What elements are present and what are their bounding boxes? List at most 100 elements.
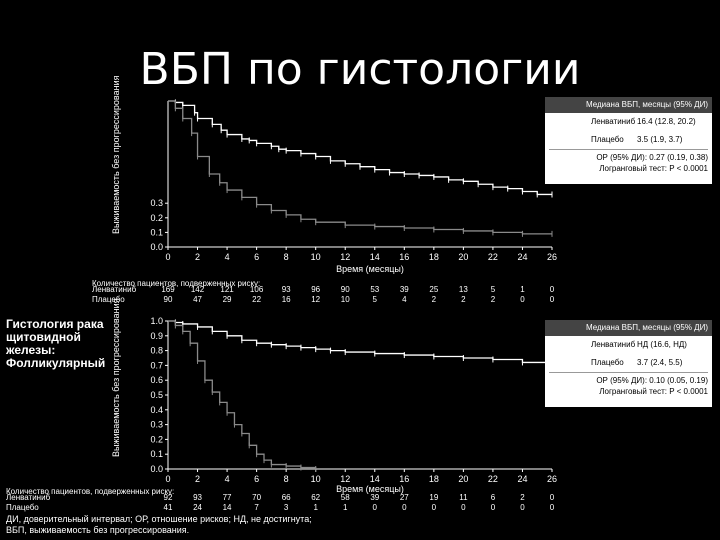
panel2-xtick-label: 10 xyxy=(311,474,321,484)
panel2-xtick-label: 24 xyxy=(517,474,527,484)
panel1-xtick-label: 16 xyxy=(399,252,409,262)
panel1-risk-row-label: Ленватиниб xyxy=(92,285,137,294)
panel2-risk-header: Количество пациентов, подверженных риску… xyxy=(6,487,175,496)
panel1-xtick-label: 12 xyxy=(340,252,350,262)
panel2-xtick-label: 0 xyxy=(165,474,170,484)
panel1-legend-lenvatinib-value: 16.4 (12.8, 20.2) xyxy=(637,117,696,126)
panel1-series-placebo xyxy=(168,100,552,235)
panel1-legend-lenvatinib-name: Ленватиниб xyxy=(591,117,636,126)
panel1-risk-count: 5 xyxy=(373,295,378,304)
panel1-risk-count: 93 xyxy=(282,285,291,294)
panel1-risk-count: 90 xyxy=(164,295,173,304)
panel2-risk-count: 1 xyxy=(313,503,318,512)
panel1-xtick-label: 24 xyxy=(517,252,527,262)
panel2-xtick-label: 22 xyxy=(488,474,498,484)
panel2-ytick-label: 0.6 xyxy=(150,375,163,385)
panel1-xtick-label: 0 xyxy=(165,252,170,262)
panel2-risk-row-label: Плацебо xyxy=(6,503,39,512)
panel1-risk-count: 121 xyxy=(220,285,234,294)
panel1-risk-count: 22 xyxy=(252,295,261,304)
panel2-legend-logrank: Логранговый тест: P < 0.0001 xyxy=(599,387,708,396)
panel2-x-axis-label: Время (месяцы) xyxy=(336,484,404,494)
panel2-risk-count: 62 xyxy=(311,493,320,502)
panel1-legend-logrank: Логранговый тест: P < 0.0001 xyxy=(599,164,708,173)
footnote-line-1: ДИ, доверительный интервал; ОР, отношени… xyxy=(6,514,312,524)
panel2-series-placebo xyxy=(168,320,317,469)
panel1-risk-count: 39 xyxy=(400,285,409,294)
panel2-legend: Медиана ВБП, месяцы (95% ДИ) Ленватиниб … xyxy=(545,320,712,407)
panel2-risk-count: 0 xyxy=(373,503,378,512)
panel1-xtick-label: 26 xyxy=(547,252,557,262)
panel1-xtick-label: 20 xyxy=(458,252,468,262)
panel2-risk-count: 0 xyxy=(461,503,466,512)
panel2-risk-count: 3 xyxy=(284,503,289,512)
panel2-xtick-label: 8 xyxy=(284,474,289,484)
footnote: ДИ, доверительный интервал; ОР, отношени… xyxy=(6,514,312,536)
panel1-risk-count: 5 xyxy=(491,285,496,294)
panel2-risk-count: 7 xyxy=(254,503,259,512)
panel2-risk-count: 11 xyxy=(459,493,468,502)
panel2-risk-count: 2 xyxy=(520,493,525,502)
panel1-y-axis-label: Выживаемость без прогрессирования xyxy=(111,75,121,234)
panel2-series-lenvatinib xyxy=(168,320,552,364)
panel1-risk-count: 1 xyxy=(520,285,525,294)
panel1-risk-count: 2 xyxy=(432,295,437,304)
panel1-risk-count: 106 xyxy=(250,285,264,294)
panel2-risk-count: 92 xyxy=(164,493,173,502)
panel2-risk-count: 66 xyxy=(282,493,291,502)
panel2-legend-row-placebo: Плацебо 3.7 (2.4, 5.5) xyxy=(545,356,712,370)
panel2-legend-row-lenvatinib: Ленватиниб НД (16.6, НД) xyxy=(545,338,712,352)
panel1-risk-count: 90 xyxy=(341,285,350,294)
panel2-legend-header: Медиана ВБП, месяцы (95% ДИ) xyxy=(545,320,712,336)
panel2-legend-lenvatinib-name: Ленватиниб xyxy=(591,340,636,349)
panel2-risk-count: 0 xyxy=(432,503,437,512)
panel1-legend-placebo-value: 3.5 (1.9, 3.7) xyxy=(637,135,683,144)
panel2-ytick-label: 0.0 xyxy=(150,464,163,474)
panel2-risk-count: 0 xyxy=(520,503,525,512)
panel2-risk-count: 0 xyxy=(491,503,496,512)
panel1-risk-count: 2 xyxy=(491,295,496,304)
panel2-ytick-label: 0.9 xyxy=(150,331,163,341)
panel1-legend-row-lenvatinib: Ленватиниб 16.4 (12.8, 20.2) xyxy=(545,115,712,129)
panel1-ytick-label: 0.1 xyxy=(150,227,163,237)
panel2-risk-count: 39 xyxy=(370,493,379,502)
panel2-risk-count: 27 xyxy=(400,493,409,502)
panel2-ytick-label: 0.1 xyxy=(150,449,163,459)
panel2-subtitle: Гистология рака щитовидной железы: Фолли… xyxy=(6,317,106,370)
panel1-risk-count: 96 xyxy=(311,285,320,294)
panel1-legend-header: Медиана ВБП, месяцы (95% ДИ) xyxy=(545,97,712,113)
panel2-ytick-label: 1.0 xyxy=(150,316,163,326)
panel2-ytick-label: 0.3 xyxy=(150,420,163,430)
panel1-legend: Медиана ВБП, месяцы (95% ДИ) Ленватиниб … xyxy=(545,97,712,184)
slide-title: ВБП по гистологии xyxy=(139,44,581,95)
panel1-legend-row-placebo: Плацебо 3.5 (1.9, 3.7) xyxy=(545,133,712,147)
panel2-risk-count: 58 xyxy=(341,493,350,502)
panel2-xtick-label: 18 xyxy=(429,474,439,484)
panel2-ytick-label: 0.2 xyxy=(150,434,163,444)
panel2-xtick-label: 16 xyxy=(399,474,409,484)
panel1-x-axis-label: Время (месяцы) xyxy=(336,264,404,274)
panel2-risk-count: 19 xyxy=(429,493,438,502)
panel1-legend-placebo-name: Плацебо xyxy=(591,135,624,144)
panel1-risk-count: 12 xyxy=(311,295,320,304)
panel2-legend-placebo-name: Плацебо xyxy=(591,358,624,367)
panel1-legend-hr-stat: ОР (95% ДИ): 0.27 (0.19, 0.38) xyxy=(596,153,708,162)
panel2-risk-count: 1 xyxy=(343,503,348,512)
panel1-legend-divider xyxy=(549,149,708,150)
panel1-risk-row-label: Плацебо xyxy=(92,295,125,304)
panel1-risk-count: 0 xyxy=(520,295,525,304)
panel1-xtick-label: 22 xyxy=(488,252,498,262)
panel1-ytick-label: 0.2 xyxy=(150,213,163,223)
panel1-risk-header: Количество пациентов, подверженных риску… xyxy=(92,279,261,288)
panel1-ytick-label: 0.3 xyxy=(150,198,163,208)
panel1-risk-count: 16 xyxy=(282,295,291,304)
panel2-risk-count: 0 xyxy=(402,503,407,512)
panel1-xtick-label: 18 xyxy=(429,252,439,262)
panel1-risk-count: 13 xyxy=(459,285,468,294)
panel1-risk-count: 47 xyxy=(193,295,202,304)
panel1-risk-count: 2 xyxy=(461,295,466,304)
panel1-xtick-label: 6 xyxy=(254,252,259,262)
panel2-risk-count: 70 xyxy=(252,493,261,502)
